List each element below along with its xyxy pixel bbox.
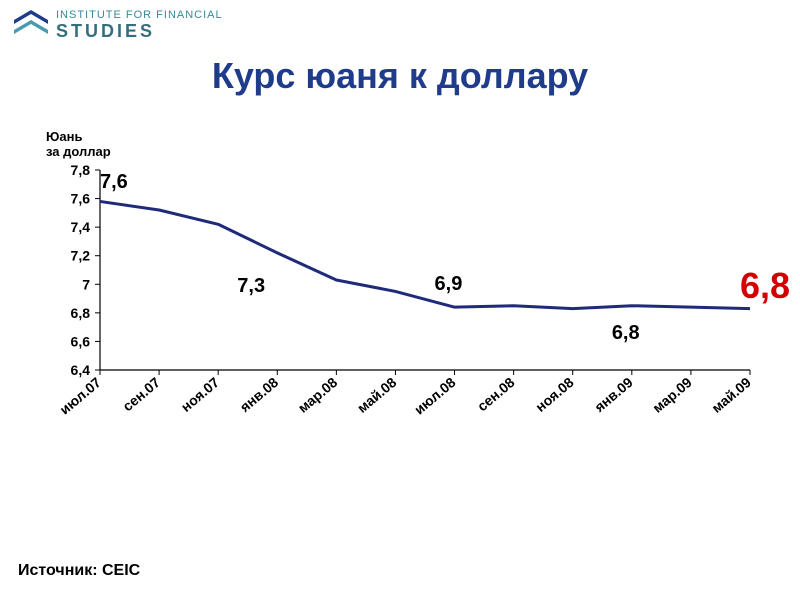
svg-text:7,4: 7,4 (71, 219, 91, 235)
svg-text:май.08: май.08 (354, 374, 400, 416)
svg-text:ноя.08: ноя.08 (532, 374, 577, 415)
svg-text:ноя.07: ноя.07 (178, 374, 223, 415)
svg-text:7,2: 7,2 (71, 248, 91, 264)
source-text: Источник: CEIC (18, 562, 140, 580)
svg-text:6,8: 6,8 (71, 305, 91, 321)
logo-mark-icon (14, 10, 48, 40)
data-point-label: 7,3 (237, 275, 265, 298)
logo-line1: INSTITUTE FOR FINANCIAL (56, 10, 223, 22)
page-title: Курс юаня к доллару (0, 55, 800, 97)
data-point-label: 6,8 (612, 322, 640, 345)
logo-text: INSTITUTE FOR FINANCIAL STUDIES (56, 10, 223, 40)
institute-logo: INSTITUTE FOR FINANCIAL STUDIES (14, 10, 223, 40)
svg-text:сен.07: сен.07 (119, 374, 163, 414)
line-chart: Юань за доллар 6,4 6,6 6,8 7 7,2 7,4 7,6 7,8 июл… (20, 130, 780, 460)
data-point-label: 6,9 (435, 273, 463, 296)
svg-text:июл.07: июл.07 (56, 374, 104, 418)
svg-text:май.09: май.09 (708, 374, 754, 416)
data-point-label: 7,6 (100, 171, 128, 194)
svg-text:янв.08: янв.08 (237, 374, 282, 415)
svg-text:сен.08: сен.08 (474, 374, 518, 414)
logo-line2: STUDIES (56, 22, 223, 41)
data-point-label: 6,8 (740, 265, 790, 307)
svg-text:7,6: 7,6 (71, 191, 91, 207)
svg-text:мар.08: мар.08 (295, 374, 341, 416)
svg-text:янв.09: янв.09 (591, 374, 636, 415)
svg-text:6,6: 6,6 (71, 333, 91, 349)
svg-text:7: 7 (82, 276, 90, 292)
svg-text:7,8: 7,8 (71, 162, 91, 178)
svg-text:мар.09: мар.09 (649, 374, 695, 416)
y-axis-label: Юань за доллар (46, 130, 111, 160)
svg-text:июл.08: июл.08 (411, 374, 459, 418)
svg-text:6,4: 6,4 (71, 362, 91, 378)
